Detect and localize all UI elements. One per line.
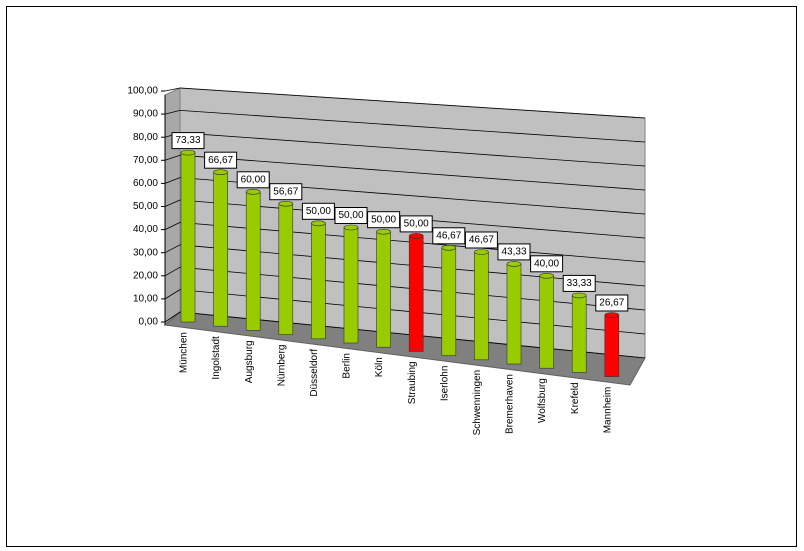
y-tick-label: 0,00 bbox=[139, 317, 159, 328]
grid-line bbox=[179, 110, 646, 143]
x-tick-label: Köln bbox=[374, 357, 385, 377]
x-tick-label: Iserlohn bbox=[439, 366, 450, 402]
value-label: 26,67 bbox=[599, 298, 624, 309]
bar bbox=[180, 152, 196, 323]
grid-line bbox=[179, 154, 646, 191]
y-tick-label: 30,00 bbox=[133, 247, 158, 258]
bar-top bbox=[245, 189, 261, 195]
grid-line bbox=[164, 311, 181, 323]
bar-top bbox=[441, 244, 457, 251]
bar-top bbox=[343, 224, 359, 231]
y-tick-label: 10,00 bbox=[133, 294, 158, 305]
value-label-box bbox=[269, 183, 303, 201]
x-tick-label: München bbox=[179, 332, 190, 373]
value-label-box bbox=[497, 243, 531, 261]
value-label-box bbox=[171, 132, 205, 150]
bar bbox=[311, 223, 326, 340]
bar-top bbox=[376, 228, 391, 235]
bar-top bbox=[180, 149, 196, 156]
value-label-box bbox=[530, 255, 564, 273]
value-label: 46,67 bbox=[436, 230, 461, 241]
value-label-box bbox=[204, 151, 238, 169]
x-tick-label: Berlin bbox=[342, 353, 353, 379]
value-label: 50,00 bbox=[371, 214, 396, 225]
value-label-box bbox=[464, 231, 498, 249]
y-tick-label: 80,00 bbox=[133, 132, 158, 143]
value-label: 50,00 bbox=[338, 210, 363, 221]
grid-line bbox=[164, 289, 181, 300]
bar bbox=[408, 235, 424, 352]
value-label: 33,33 bbox=[567, 278, 592, 289]
x-tick-label: Ingolstadt bbox=[211, 336, 222, 380]
value-label: 46,67 bbox=[469, 235, 494, 246]
bar bbox=[506, 263, 522, 365]
bar bbox=[213, 171, 228, 327]
x-tick-label: Mannheim bbox=[602, 387, 613, 434]
bar bbox=[539, 275, 554, 369]
bar-top bbox=[539, 272, 554, 279]
value-label-box bbox=[367, 211, 401, 229]
x-tick-label: Schwenningen bbox=[472, 370, 483, 436]
bar bbox=[376, 231, 391, 348]
bar-top bbox=[278, 200, 294, 207]
x-tick-label: Nürnberg bbox=[276, 345, 287, 387]
bar-top bbox=[604, 312, 620, 318]
value-label-box bbox=[432, 227, 466, 245]
bar-top bbox=[408, 233, 424, 239]
grid-line bbox=[179, 87, 646, 119]
bar bbox=[343, 227, 359, 344]
grid-line bbox=[164, 87, 181, 92]
grid-line bbox=[164, 199, 181, 207]
grid-line bbox=[164, 222, 181, 230]
value-label-box bbox=[595, 294, 629, 312]
value-label-box bbox=[334, 207, 368, 224]
grid-line bbox=[164, 110, 181, 115]
x-tick-label: Düsseldorf bbox=[309, 349, 320, 397]
y-tick-label: 50,00 bbox=[133, 201, 158, 212]
grid-line bbox=[179, 132, 646, 167]
value-label: 66,67 bbox=[208, 155, 233, 166]
y-tick-label: 40,00 bbox=[133, 224, 158, 235]
value-label: 50,00 bbox=[306, 206, 331, 217]
bar bbox=[245, 191, 261, 331]
bar bbox=[278, 203, 294, 335]
value-label: 73,33 bbox=[175, 135, 200, 146]
x-tick-label: Krefeld bbox=[570, 382, 581, 414]
bar-top bbox=[506, 261, 522, 267]
value-label: 60,00 bbox=[241, 174, 266, 185]
bar-top bbox=[213, 169, 228, 175]
grid-line bbox=[164, 154, 181, 161]
value-label-box bbox=[562, 274, 596, 292]
bar-top bbox=[571, 292, 587, 299]
value-label-box bbox=[236, 171, 270, 189]
grid-line bbox=[164, 266, 181, 277]
grid-line bbox=[164, 177, 181, 184]
value-label-box bbox=[399, 215, 433, 233]
y-tick-label: 60,00 bbox=[133, 178, 158, 189]
y-tick-label: 70,00 bbox=[133, 155, 158, 166]
bar-top bbox=[311, 220, 326, 227]
value-label: 56,67 bbox=[273, 186, 298, 197]
side-wall bbox=[164, 87, 181, 327]
y-tick-label: 90,00 bbox=[133, 109, 158, 120]
bar bbox=[604, 314, 620, 377]
bar-top bbox=[474, 249, 489, 255]
bar bbox=[441, 247, 457, 356]
bar bbox=[474, 251, 489, 361]
value-label: 50,00 bbox=[404, 219, 429, 230]
x-tick-label: Bremerhaven bbox=[505, 374, 516, 434]
x-tick-label: Straubing bbox=[407, 361, 418, 404]
value-label: 43,33 bbox=[501, 247, 526, 258]
y-tick-label: 100,00 bbox=[127, 86, 158, 97]
value-label-box bbox=[301, 202, 335, 220]
value-label: 40,00 bbox=[534, 258, 559, 269]
x-tick-label: Augsburg bbox=[244, 340, 255, 383]
x-tick-label: Wolfsburg bbox=[537, 378, 548, 423]
y-tick-label: 20,00 bbox=[133, 270, 158, 281]
bar bbox=[571, 295, 587, 373]
grid-line bbox=[164, 244, 181, 254]
